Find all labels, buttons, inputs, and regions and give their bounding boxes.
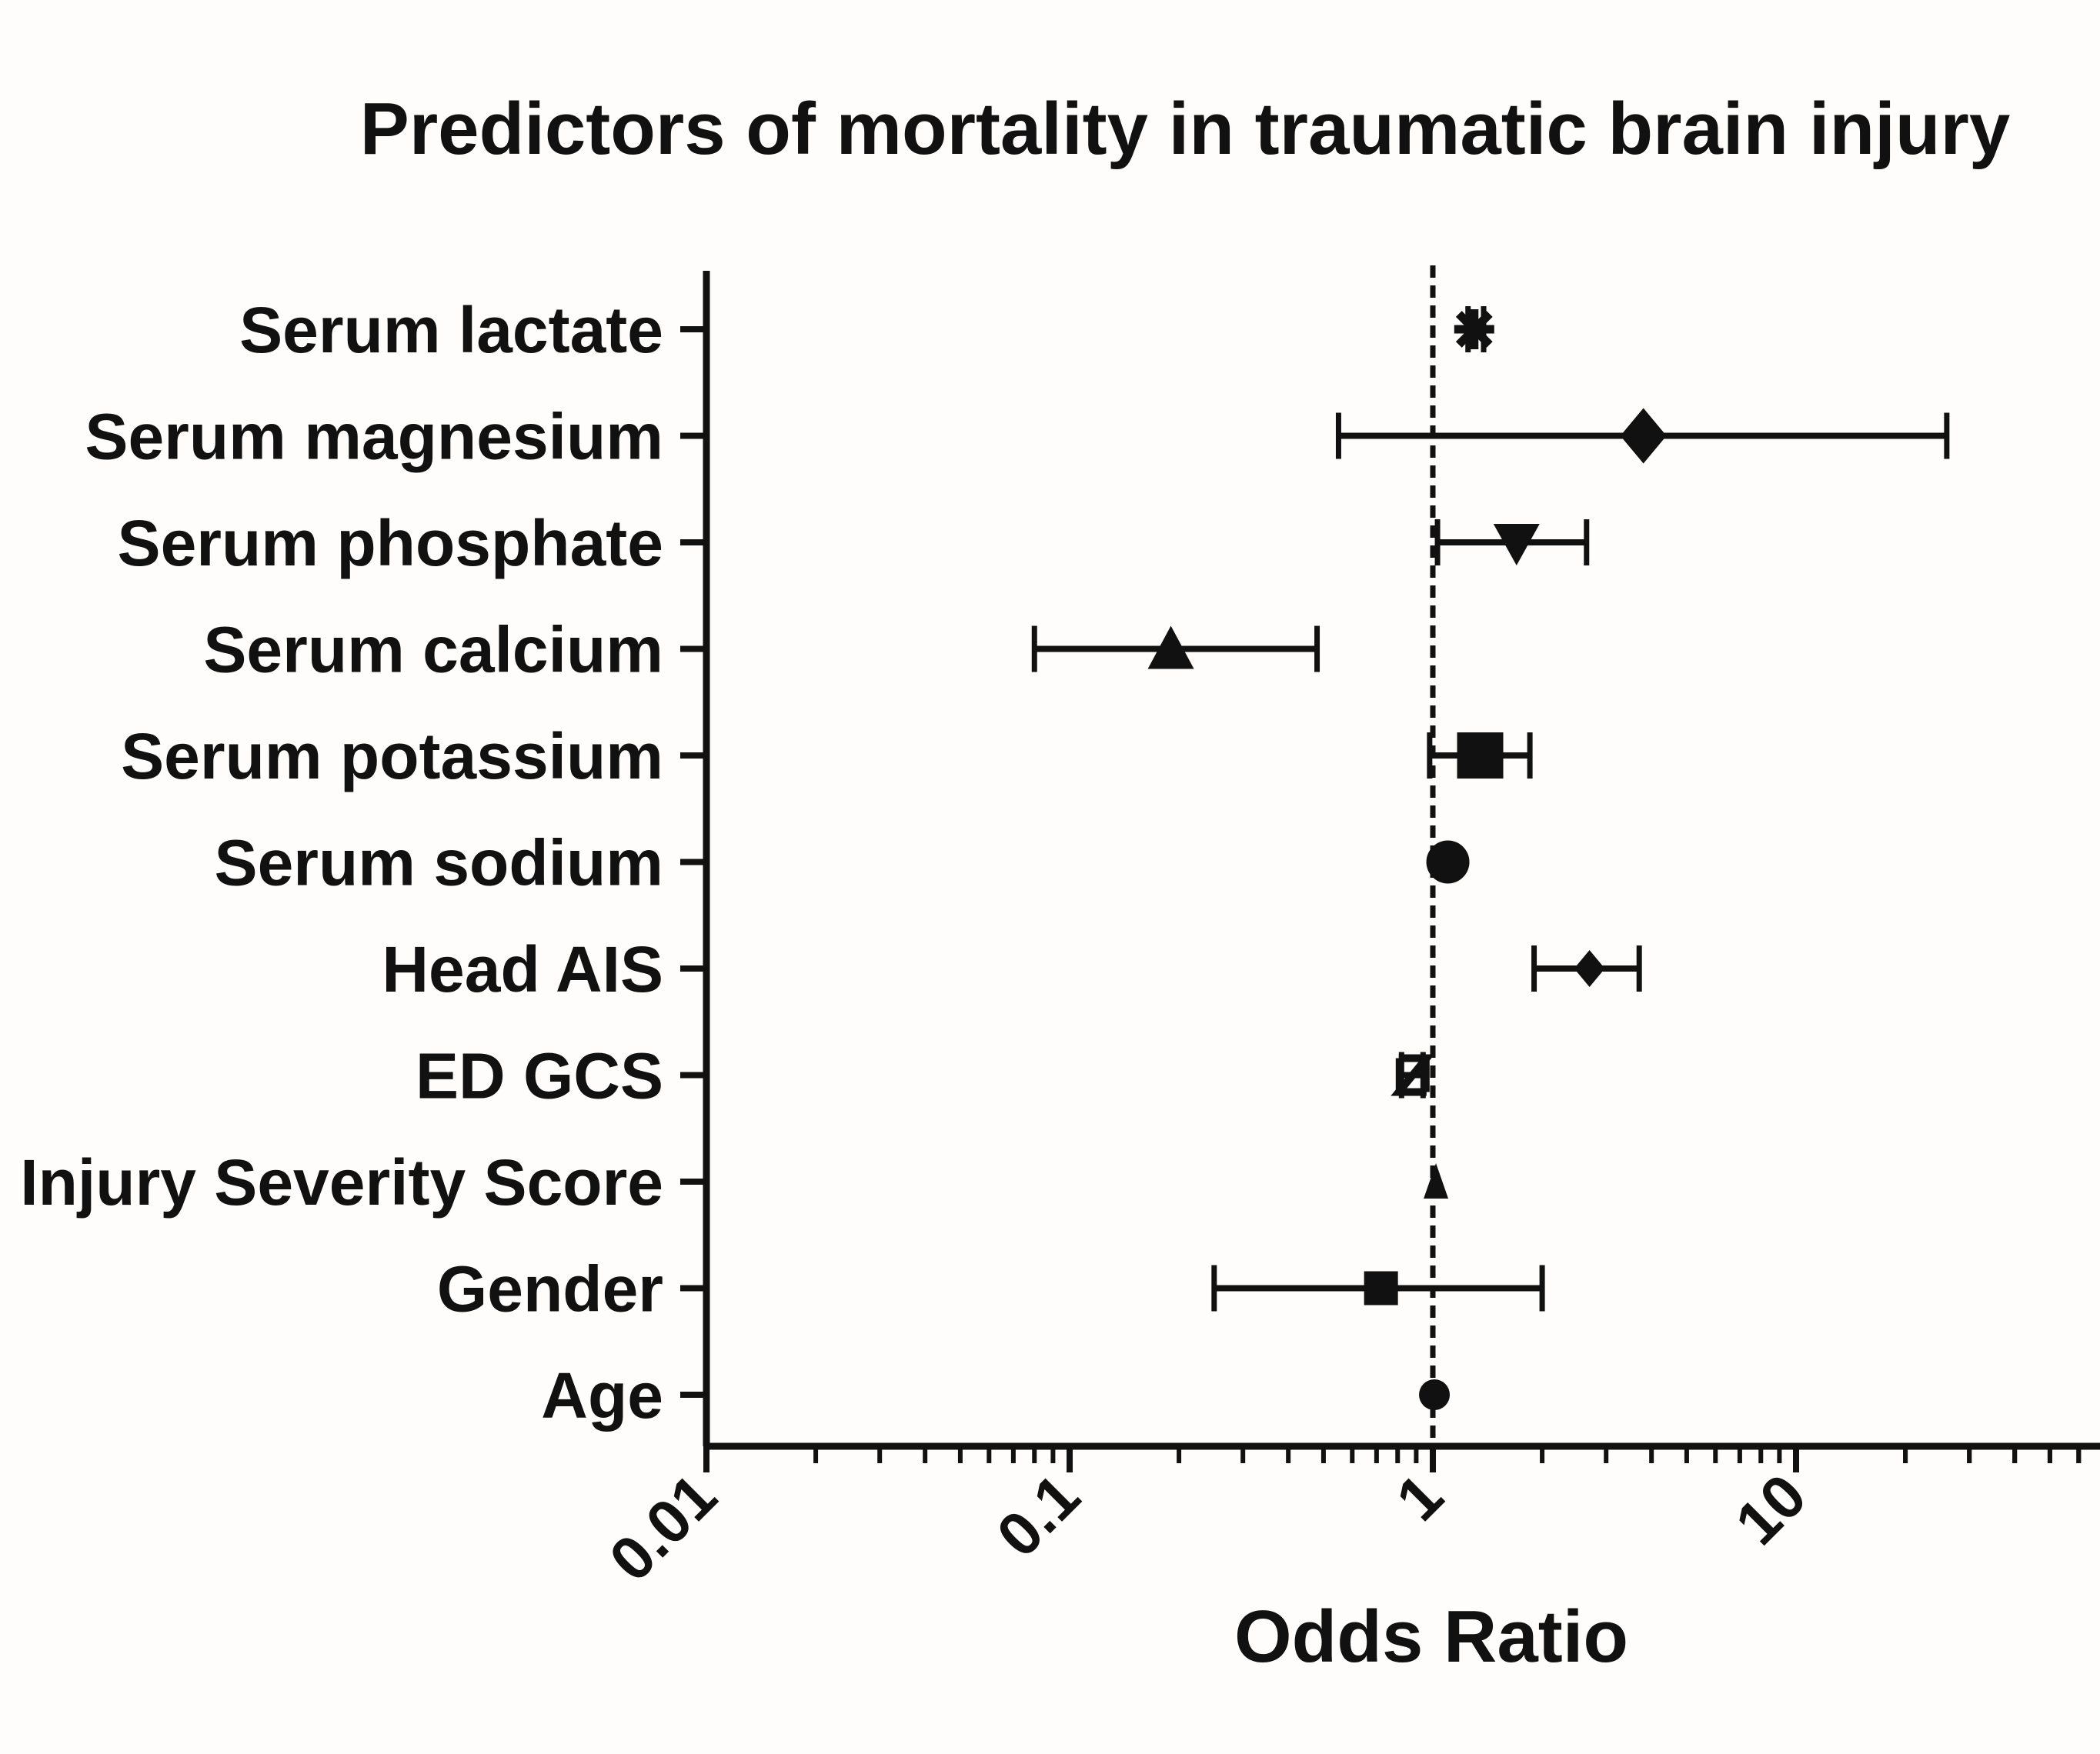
row-label: Serum lactate — [239, 294, 663, 366]
x-tick-label: 0.01 — [596, 1461, 729, 1594]
point-marker — [1391, 1054, 1435, 1096]
point-marker — [1620, 408, 1667, 464]
row-label: Serum sodium — [215, 827, 663, 899]
row-label: Serum magnesium — [85, 401, 663, 473]
row-label: Gender — [437, 1253, 663, 1326]
x-tick-label: 10 — [1722, 1461, 1819, 1558]
row-label: Injury Severity Score — [20, 1146, 663, 1219]
row-label: Head AIS — [382, 933, 663, 1005]
point-marker — [1493, 524, 1540, 565]
row-label: Serum phosphate — [118, 507, 663, 579]
point-marker — [1454, 309, 1494, 349]
point-marker — [1424, 1163, 1449, 1199]
point-marker — [1457, 732, 1504, 779]
point-marker — [1419, 1379, 1451, 1410]
row-label: ED GCS — [416, 1040, 663, 1112]
chart-title: Predictors of mortality in traumatic bra… — [360, 88, 2010, 170]
point-marker — [1147, 625, 1194, 669]
row-label: Serum calcium — [203, 614, 663, 686]
x-axis-label: Odds Ratio — [1234, 1596, 1628, 1678]
x-tick-label: 1 — [1384, 1461, 1456, 1533]
point-marker — [1574, 950, 1605, 987]
point-marker — [1426, 840, 1470, 884]
point-marker — [1364, 1271, 1398, 1305]
plot-area: 0.01 0.1 1 10 Serum lactate Serum magnesium Se… — [20, 265, 2100, 1594]
row-label: Age — [541, 1359, 663, 1432]
x-tick-label: 0.1 — [983, 1461, 1093, 1570]
row-label: Serum potassium — [121, 720, 663, 792]
